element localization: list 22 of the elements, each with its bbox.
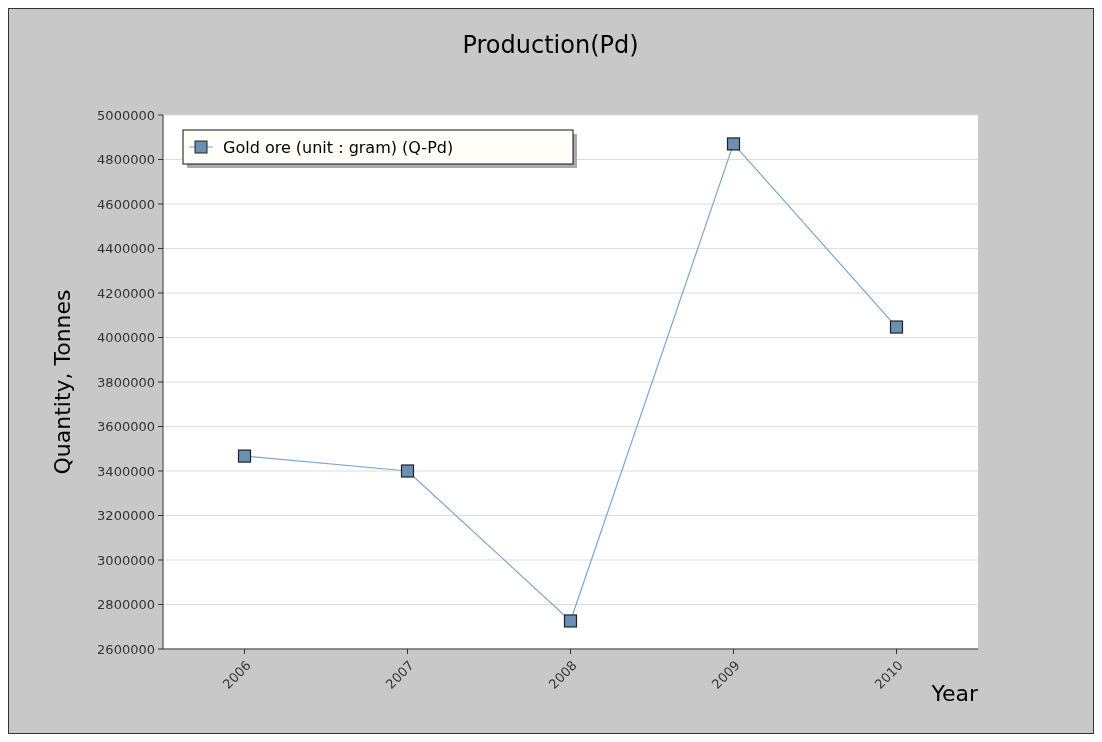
y-tick-label: 5000000 — [97, 107, 155, 123]
point — [400, 464, 415, 478]
y-tick-label: 4800000 — [97, 152, 155, 168]
point — [563, 614, 578, 628]
point — [889, 320, 904, 334]
chart-title: Production(Pd) — [462, 31, 639, 59]
y-tick-label: 4000000 — [97, 330, 155, 346]
y-tick-label: 4400000 — [97, 241, 155, 257]
y-axis-title: Quantity, Tonnes — [50, 289, 75, 475]
point — [726, 137, 741, 151]
y-tick-label: 3000000 — [97, 552, 155, 568]
y-tick-label: 2800000 — [97, 597, 155, 613]
y-tick-label: 3800000 — [97, 374, 155, 390]
y-tick-label: 3600000 — [97, 419, 155, 435]
point — [237, 449, 252, 463]
y-tick-label: 4200000 — [97, 285, 155, 301]
legend-label: Gold ore (unit : gram) (Q-Pd) — [223, 137, 454, 157]
y-tick-label: 4600000 — [97, 196, 155, 212]
y-tick-label: 3400000 — [97, 463, 155, 479]
y-tick-label: 3200000 — [97, 508, 155, 524]
x-axis-title: Year — [930, 681, 979, 706]
y-tick-label: 2600000 — [97, 641, 155, 657]
